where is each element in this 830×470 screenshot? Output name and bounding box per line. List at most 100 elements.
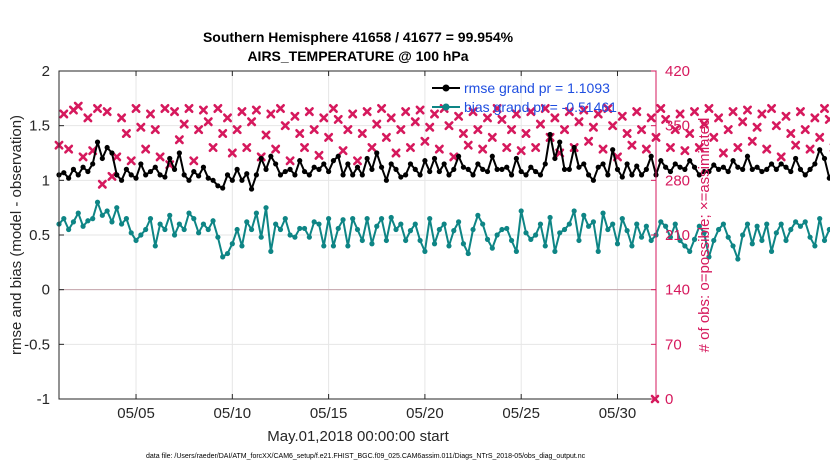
obs-assimilated-marker bbox=[198, 105, 208, 115]
obs-assimilated-marker bbox=[622, 128, 632, 138]
bias-point bbox=[826, 226, 830, 233]
bias-point bbox=[465, 250, 471, 257]
legend-rmse-label: rmse grand pr = 1.1093 bbox=[464, 80, 610, 96]
y-right-tick-label: 0 bbox=[665, 391, 673, 408]
bias-series bbox=[56, 199, 830, 262]
bias-point bbox=[470, 226, 476, 233]
rmse-point bbox=[826, 175, 830, 181]
rmse-point bbox=[802, 172, 808, 178]
rmse-point bbox=[268, 153, 274, 159]
rmse-point bbox=[359, 172, 365, 178]
obs-assimilated-marker bbox=[497, 114, 507, 124]
obs-assimilated-marker bbox=[478, 144, 488, 154]
obs-assimilated-marker bbox=[145, 109, 155, 119]
obs-assimilated-marker bbox=[213, 103, 223, 113]
rmse-point bbox=[523, 172, 529, 178]
rmse-point bbox=[340, 172, 346, 178]
obs-assimilated-marker bbox=[328, 103, 338, 113]
rmse-point bbox=[167, 155, 173, 162]
obs-assimilated-marker bbox=[641, 144, 651, 154]
x-tick-label: 05/20 bbox=[406, 405, 444, 422]
rmse-point bbox=[90, 161, 96, 167]
rmse-point bbox=[297, 158, 303, 164]
bias-point bbox=[330, 243, 337, 249]
obs-assimilated-marker bbox=[820, 103, 830, 113]
obs-assimilated-marker bbox=[656, 103, 666, 113]
rmse-point bbox=[672, 161, 678, 167]
obs-assimilated-marker bbox=[690, 107, 700, 117]
bias-point bbox=[70, 219, 77, 225]
rmse-point bbox=[383, 177, 389, 183]
y-right-tick-label: 350 bbox=[665, 118, 690, 135]
obs-assimilated-marker bbox=[540, 103, 550, 113]
obs-assimilated-marker bbox=[795, 107, 805, 117]
bias-point bbox=[682, 243, 688, 249]
obs-assimilated-marker bbox=[107, 171, 117, 181]
obs-assimilated-marker bbox=[516, 146, 526, 156]
rmse-point bbox=[484, 168, 491, 175]
obs-assimilated-marker bbox=[694, 143, 704, 153]
bias-point bbox=[85, 218, 91, 224]
bias-point bbox=[561, 226, 568, 233]
rmse-point bbox=[749, 166, 755, 172]
obs-assimilated-marker bbox=[227, 148, 237, 158]
rmse-point bbox=[311, 164, 317, 170]
rmse-point bbox=[513, 155, 519, 162]
rmse-point bbox=[701, 168, 707, 175]
bias-point bbox=[600, 210, 606, 216]
bias-point bbox=[374, 223, 380, 229]
bias-point bbox=[456, 219, 462, 225]
rmse-point bbox=[258, 155, 264, 162]
bias-point bbox=[364, 216, 370, 222]
bias-point bbox=[740, 232, 746, 238]
obs-assimilated-marker bbox=[738, 117, 748, 127]
rmse-point bbox=[691, 164, 698, 170]
rmse-point bbox=[316, 166, 322, 172]
obs-assimilated-marker bbox=[275, 103, 285, 113]
bias-point bbox=[138, 232, 144, 238]
obs-assimilated-marker bbox=[507, 125, 517, 135]
bias-point bbox=[123, 216, 130, 222]
rmse-point bbox=[595, 164, 601, 170]
bias-point bbox=[359, 237, 365, 244]
obs-assimilated-marker bbox=[102, 107, 112, 117]
rmse-point bbox=[128, 172, 134, 178]
obs-assimilated-marker bbox=[747, 136, 757, 146]
bias-point bbox=[480, 221, 486, 227]
rmse-point bbox=[624, 161, 630, 167]
rmse-point bbox=[229, 177, 235, 183]
obs-assimilated-marker bbox=[752, 122, 762, 132]
bias-point bbox=[484, 236, 491, 242]
obs-assimilated-marker bbox=[324, 132, 334, 142]
obs-assimilated-marker bbox=[511, 109, 521, 119]
y-axis-label-left: rmse and bias (model - observation) bbox=[8, 115, 25, 355]
bias-point bbox=[518, 208, 524, 214]
obs-assimilated-marker bbox=[208, 143, 218, 153]
rmse-point bbox=[812, 161, 818, 167]
y-right-tick-label: 280 bbox=[665, 172, 690, 189]
bias-point bbox=[489, 245, 495, 251]
obs-assimilated-marker bbox=[261, 130, 271, 140]
rmse-point bbox=[817, 147, 823, 153]
rmse-point bbox=[263, 166, 269, 172]
bias-point bbox=[417, 237, 423, 244]
obs-assimilated-marker bbox=[473, 125, 483, 135]
rmse-point bbox=[730, 158, 736, 164]
bias-point bbox=[797, 223, 804, 229]
y-right-tick-label: 210 bbox=[665, 227, 690, 244]
x-tick-label: 05/25 bbox=[502, 405, 540, 422]
rmse-point bbox=[186, 177, 192, 183]
y-right-tick-label: 70 bbox=[665, 336, 682, 353]
y-axis-label-right: # of obs: o=possible; ×=assimilated bbox=[696, 118, 713, 353]
bias-point bbox=[287, 232, 293, 238]
bias-point bbox=[730, 243, 736, 249]
obs-assimilated-marker bbox=[685, 128, 695, 138]
obs-assimilated-marker bbox=[285, 156, 295, 166]
rmse-point bbox=[797, 166, 804, 172]
obs-assimilated-marker bbox=[704, 103, 714, 113]
bias-point bbox=[258, 234, 264, 240]
obs-assimilated-marker bbox=[598, 144, 608, 154]
bias-point bbox=[552, 248, 558, 254]
bias-point bbox=[788, 226, 794, 233]
rmse-point bbox=[234, 166, 240, 172]
